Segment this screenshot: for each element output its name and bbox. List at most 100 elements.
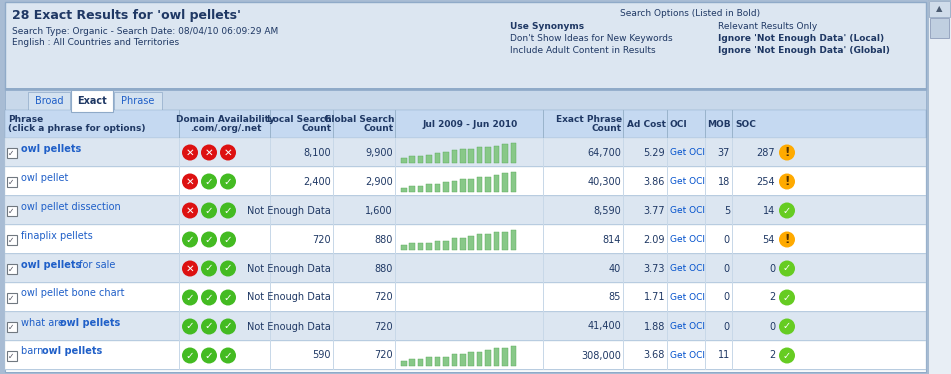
Text: Get OCI: Get OCI — [670, 322, 705, 331]
Bar — [443, 183, 449, 191]
Bar — [7, 234, 17, 245]
Bar — [270, 196, 271, 225]
Bar — [494, 348, 499, 365]
Text: Exact Phrase: Exact Phrase — [556, 115, 622, 124]
Bar — [426, 243, 432, 249]
Text: OCI: OCI — [670, 120, 688, 129]
Ellipse shape — [182, 289, 198, 306]
Text: ✓: ✓ — [204, 264, 213, 273]
Text: 28 Exact Results for 'owl pellets': 28 Exact Results for 'owl pellets' — [12, 9, 241, 22]
Bar — [543, 254, 544, 283]
Text: 814: 814 — [603, 234, 621, 245]
Ellipse shape — [201, 319, 217, 334]
Bar — [732, 312, 733, 341]
Text: what are: what are — [21, 318, 68, 328]
Ellipse shape — [220, 174, 236, 190]
Text: 8,100: 8,100 — [303, 147, 331, 157]
Text: MOB: MOB — [708, 120, 731, 129]
Ellipse shape — [220, 232, 236, 248]
Bar — [270, 312, 271, 341]
Bar — [410, 359, 415, 365]
Bar — [469, 148, 474, 162]
Text: !: ! — [785, 175, 789, 188]
Text: 5: 5 — [724, 205, 730, 215]
Ellipse shape — [220, 261, 236, 276]
Text: 2.09: 2.09 — [644, 234, 665, 245]
Text: Phrase: Phrase — [122, 96, 155, 106]
Bar — [494, 145, 499, 162]
Bar — [7, 292, 17, 303]
Bar — [5, 312, 926, 341]
Bar — [435, 357, 440, 365]
Bar — [469, 236, 474, 249]
Text: ✕: ✕ — [185, 264, 194, 273]
Text: ✓: ✓ — [204, 350, 213, 361]
Bar — [5, 110, 926, 138]
Text: Ignore 'Not Enough Data' (Local): Ignore 'Not Enough Data' (Local) — [718, 34, 884, 43]
Text: ✓: ✓ — [783, 350, 791, 361]
Text: Count: Count — [592, 124, 622, 133]
Text: Search Options (Listed in Bold): Search Options (Listed in Bold) — [620, 9, 760, 18]
Bar — [732, 110, 733, 138]
Text: Broad: Broad — [35, 96, 64, 106]
Bar — [7, 350, 17, 361]
Text: Not Enough Data: Not Enough Data — [247, 322, 331, 331]
Bar — [667, 283, 668, 312]
Bar — [426, 357, 432, 365]
Text: Local Search: Local Search — [267, 115, 332, 124]
Text: 37: 37 — [718, 147, 730, 157]
Text: 1.88: 1.88 — [644, 322, 665, 331]
Ellipse shape — [201, 144, 217, 160]
Text: finaplix pellets: finaplix pellets — [21, 230, 93, 240]
Bar — [460, 179, 466, 191]
Text: Relevant Results Only: Relevant Results Only — [718, 22, 817, 31]
Bar — [511, 346, 516, 365]
Text: ✓: ✓ — [8, 178, 14, 187]
Bar — [623, 254, 624, 283]
Bar — [667, 196, 668, 225]
Ellipse shape — [201, 202, 217, 218]
Text: 0: 0 — [724, 322, 730, 331]
Bar — [410, 156, 415, 162]
Bar — [460, 238, 466, 249]
Bar — [667, 138, 668, 167]
Bar — [511, 172, 516, 191]
Bar — [667, 341, 668, 370]
Bar — [270, 167, 271, 196]
Bar — [623, 110, 624, 138]
Bar — [452, 181, 457, 191]
Text: ✕: ✕ — [204, 147, 213, 157]
Ellipse shape — [779, 347, 795, 364]
Ellipse shape — [182, 232, 198, 248]
Text: English : All Countries and Territories: English : All Countries and Territories — [12, 38, 179, 47]
Bar — [417, 359, 423, 365]
Ellipse shape — [182, 144, 198, 160]
Bar — [476, 234, 482, 249]
Text: Get OCI: Get OCI — [670, 235, 705, 244]
Bar — [732, 138, 733, 167]
Ellipse shape — [201, 232, 217, 248]
Text: ✓: ✓ — [204, 292, 213, 303]
Bar — [5, 2, 926, 90]
Text: Don't Show Ideas for New Keywords: Don't Show Ideas for New Keywords — [510, 34, 672, 43]
Text: 0: 0 — [724, 292, 730, 303]
Text: 0: 0 — [768, 264, 775, 273]
Text: ✓: ✓ — [204, 234, 213, 245]
Bar — [417, 156, 423, 162]
Text: owl pellets: owl pellets — [60, 318, 120, 328]
Bar — [5, 167, 926, 196]
Bar — [705, 167, 706, 196]
Text: ✕: ✕ — [185, 177, 194, 187]
Text: owl pellet bone chart: owl pellet bone chart — [21, 288, 125, 298]
Text: 880: 880 — [375, 264, 393, 273]
Bar — [395, 196, 396, 225]
Text: ✓: ✓ — [8, 352, 14, 361]
Ellipse shape — [182, 347, 198, 364]
Text: 720: 720 — [375, 350, 393, 361]
Bar — [5, 138, 926, 167]
Text: 14: 14 — [763, 205, 775, 215]
Ellipse shape — [779, 261, 795, 276]
Bar — [511, 142, 516, 162]
Ellipse shape — [201, 289, 217, 306]
Bar — [410, 186, 415, 191]
